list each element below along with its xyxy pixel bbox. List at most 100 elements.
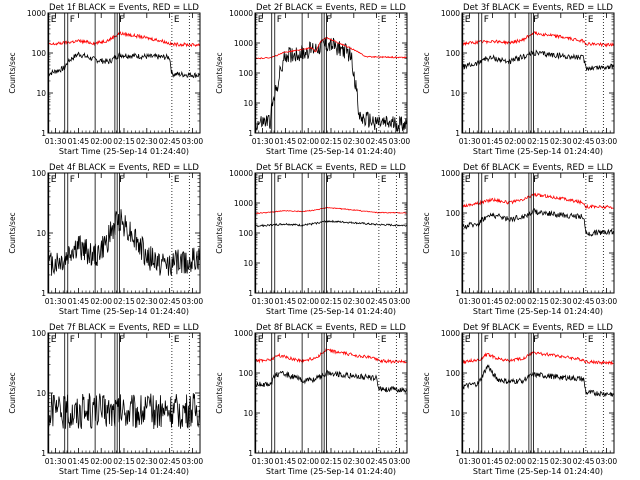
x-tick-label: 02:45 <box>366 137 388 146</box>
y-tick-label: 10 <box>243 259 253 268</box>
detector-panel-8: Det 8f BLACK = Events, RED = LLD E F F E 1 10 1… <box>215 323 410 476</box>
x-tick-label: 01:45 <box>68 297 90 306</box>
x-tick-label: 01:30 <box>45 137 67 146</box>
series-line-red <box>461 31 614 48</box>
x-tick-label: 02:30 <box>136 457 158 466</box>
y-axis-label: Counts/sec <box>8 372 17 413</box>
series-line-black <box>47 393 200 430</box>
y-axis-label: Counts/sec <box>422 372 431 413</box>
y-tick-label: 1 <box>248 289 253 298</box>
series-line-black <box>254 369 407 394</box>
panel-title: Det 6f BLACK = Events, RED = LLD <box>463 163 613 173</box>
x-tick-label: 03:00 <box>182 297 204 306</box>
time-marker-label: F <box>70 15 75 25</box>
time-marker-label: F <box>70 335 75 345</box>
series-line-black <box>461 364 614 398</box>
time-marker-label: E <box>258 175 264 185</box>
time-marker-label: E <box>588 335 594 345</box>
series-line-black <box>461 49 614 71</box>
x-tick-label: 02:30 <box>550 137 572 146</box>
y-tick-label: 1 <box>455 289 460 298</box>
x-tick-label: 03:00 <box>182 137 204 146</box>
time-marker-label: E <box>174 175 180 185</box>
x-axis-label: Start Time (25-Sep-14 01:24:40) <box>473 307 603 316</box>
y-tick-label: 10 <box>36 389 46 398</box>
y-tick-label: 1000 <box>234 329 253 338</box>
time-marker-label: F <box>119 175 124 185</box>
time-marker-label: F <box>119 15 124 25</box>
series-line-red <box>254 206 407 215</box>
x-tick-label: 02:30 <box>136 297 158 306</box>
y-tick-label: 10 <box>243 409 253 418</box>
y-tick-label: 1 <box>41 289 46 298</box>
plot-frame <box>47 332 201 454</box>
x-tick-label: 02:15 <box>320 297 342 306</box>
x-tick-label: 02:45 <box>573 297 595 306</box>
x-tick-label: 03:00 <box>182 457 204 466</box>
x-axis-label: Start Time (25-Sep-14 01:24:40) <box>473 467 603 476</box>
panel-title: Det 1f BLACK = Events, RED = LLD <box>49 3 199 13</box>
x-tick-label: 02:45 <box>366 297 388 306</box>
detector-panel-6: Det 6f BLACK = Events, RED = LLD E F F E 1 10 1… <box>422 163 617 316</box>
x-tick-label: 01:30 <box>252 457 274 466</box>
series-line-black <box>47 209 200 276</box>
time-marker-label: E <box>588 15 594 25</box>
panel-title: Det 5f BLACK = Events, RED = LLD <box>256 163 406 173</box>
y-tick-label: 1000 <box>27 9 46 18</box>
y-axis-label: Counts/sec <box>422 212 431 253</box>
time-marker-label: F <box>484 335 489 345</box>
detector-panel-7: Det 7f BLACK = Events, RED = LLD E F F E 1 10 1… <box>8 323 203 476</box>
y-tick-label: 100 <box>32 49 47 58</box>
x-tick-label: 01:45 <box>68 137 90 146</box>
x-tick-label: 01:30 <box>252 297 274 306</box>
series-line-black <box>255 219 407 228</box>
time-marker-label: F <box>70 175 75 185</box>
y-axis-label: Counts/sec <box>8 52 17 93</box>
x-tick-label: 02:45 <box>573 457 595 466</box>
y-tick-label: 10 <box>450 249 460 258</box>
time-marker-label: F <box>533 335 538 345</box>
y-axis-label: Counts/sec <box>215 372 224 413</box>
time-marker-label: E <box>258 335 264 345</box>
x-tick-label: 03:00 <box>596 137 618 146</box>
x-tick-label: 02:00 <box>504 457 526 466</box>
y-tick-label: 100 <box>32 329 47 338</box>
series-line-black <box>47 51 200 79</box>
y-axis-label: Counts/sec <box>215 52 224 93</box>
series-line-red <box>47 31 200 48</box>
y-tick-label: 1 <box>248 449 253 458</box>
y-tick-label: 100 <box>32 169 47 178</box>
y-tick-label: 10 <box>36 89 46 98</box>
time-marker-label: E <box>465 335 471 345</box>
x-tick-label: 02:00 <box>504 137 526 146</box>
time-marker-label: F <box>326 15 331 25</box>
x-tick-label: 01:45 <box>68 457 90 466</box>
x-tick-label: 03:00 <box>596 457 618 466</box>
series-line-red <box>461 192 614 210</box>
detector-panel-9: Det 9f BLACK = Events, RED = LLD E F F E 1 10 1… <box>422 323 617 476</box>
time-marker-label: F <box>119 335 124 345</box>
panel-title: Det 8f BLACK = Events, RED = LLD <box>256 323 406 333</box>
x-tick-label: 01:45 <box>482 297 504 306</box>
x-tick-label: 01:45 <box>275 297 297 306</box>
time-marker-label: F <box>484 15 489 25</box>
x-tick-label: 02:15 <box>113 297 135 306</box>
x-axis-label: Start Time (25-Sep-14 01:24:40) <box>473 147 603 156</box>
x-tick-label: 03:00 <box>389 297 411 306</box>
time-marker-label: E <box>258 15 264 25</box>
y-tick-label: 10 <box>243 99 253 108</box>
panel-title: Det 2f BLACK = Events, RED = LLD <box>256 3 406 13</box>
panel-title: Det 4f BLACK = Events, RED = LLD <box>49 163 199 173</box>
series-line-black <box>461 208 614 237</box>
time-marker-label: E <box>588 175 594 185</box>
y-tick-label: 1000 <box>441 329 460 338</box>
y-tick-label: 100 <box>446 209 461 218</box>
y-tick-label: 100 <box>239 369 254 378</box>
x-tick-label: 03:00 <box>389 137 411 146</box>
x-tick-label: 02:15 <box>527 457 549 466</box>
panel-title: Det 3f BLACK = Events, RED = LLD <box>463 3 613 13</box>
y-axis-label: Counts/sec <box>422 52 431 93</box>
time-marker-label: F <box>326 175 331 185</box>
time-marker-label: E <box>381 175 387 185</box>
x-tick-label: 03:00 <box>596 297 618 306</box>
